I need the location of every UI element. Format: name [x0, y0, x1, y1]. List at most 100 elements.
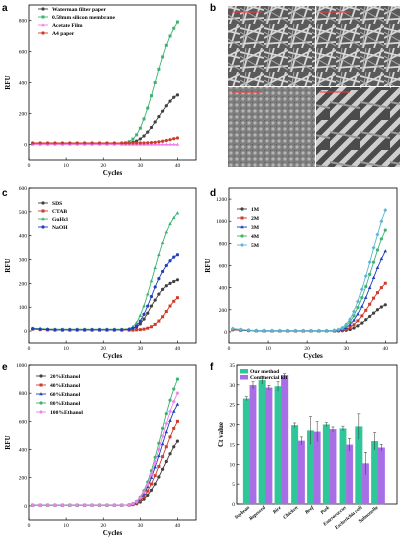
- data-point: [164, 138, 168, 143]
- data-point: [269, 328, 274, 333]
- y-tick-label: 400: [19, 234, 28, 240]
- data-point: [168, 34, 172, 38]
- data-point: [146, 130, 150, 134]
- x-tick-label: 30: [138, 523, 144, 529]
- y-tick-label: 1200: [216, 197, 227, 203]
- data-point: [356, 305, 360, 310]
- x-tick-label: 20: [100, 523, 106, 529]
- data-point: [246, 328, 251, 333]
- data-point: [172, 426, 176, 430]
- data-point: [175, 278, 180, 282]
- data-point: [153, 81, 157, 84]
- y-tick-label: 30: [230, 383, 236, 389]
- data-point: [364, 308, 368, 312]
- data-point: [142, 490, 147, 495]
- data-point: [352, 326, 356, 330]
- data-point: [168, 409, 173, 414]
- x-tick-label: 40: [383, 346, 389, 352]
- legend-label: 1M: [251, 207, 260, 213]
- series-line: [32, 137, 178, 144]
- bar: [329, 429, 337, 505]
- legend-label: CTAB: [52, 209, 67, 215]
- legend-label: 20%Ethanol: [50, 374, 81, 380]
- data-point: [383, 249, 388, 253]
- y-axis-title: RFU: [204, 258, 212, 272]
- data-point: [149, 488, 154, 493]
- data-point: [146, 489, 150, 493]
- data-point: [383, 208, 388, 213]
- data-point: [153, 465, 157, 469]
- data-point: [142, 497, 146, 501]
- data-point: [172, 387, 176, 391]
- panel-label-f: f: [210, 362, 214, 373]
- data-point: [157, 441, 161, 445]
- data-point: [161, 467, 165, 471]
- series-line: [32, 378, 178, 506]
- data-point: [352, 318, 356, 322]
- series-line: [232, 250, 386, 332]
- data-point: [146, 311, 150, 315]
- data-point: [142, 134, 146, 138]
- data-point: [172, 255, 176, 259]
- data-point: [171, 409, 176, 413]
- data-point: [68, 328, 72, 332]
- legend-marker: [41, 7, 45, 11]
- legend-label: 40%Ethanol: [50, 383, 81, 389]
- data-point: [348, 326, 352, 329]
- x-tick-label: 0: [228, 346, 231, 352]
- data-point: [352, 309, 357, 314]
- series-line: [232, 304, 386, 332]
- data-point: [157, 67, 161, 71]
- y-tick-label: 400: [219, 286, 228, 292]
- data-point: [131, 326, 135, 330]
- data-point: [348, 320, 352, 324]
- data-point: [120, 328, 124, 332]
- data-point: [53, 141, 57, 145]
- legend-label: 60%Ethanol: [50, 392, 81, 398]
- data-point: [120, 141, 124, 145]
- data-point: [316, 328, 321, 333]
- data-point: [172, 26, 176, 30]
- data-point: [146, 493, 150, 497]
- data-point: [168, 221, 172, 226]
- x-tick-label: 0: [28, 163, 31, 169]
- data-point: [153, 142, 157, 146]
- data-point: [363, 274, 368, 279]
- data-point: [379, 286, 383, 290]
- y-tick-label: 0: [24, 143, 27, 149]
- data-point: [134, 499, 139, 504]
- data-point: [285, 328, 290, 333]
- bar: [346, 444, 354, 505]
- data-point: [83, 328, 87, 332]
- data-point: [175, 402, 180, 406]
- panel-label-d: d: [210, 188, 216, 199]
- data-point: [301, 328, 306, 333]
- data-point: [332, 328, 337, 333]
- data-point: [123, 141, 128, 145]
- data-point: [348, 322, 352, 327]
- data-point: [168, 259, 172, 263]
- x-tick-label: 40: [175, 523, 181, 529]
- legend-label: 2M: [251, 216, 260, 222]
- x-tick-label: 10: [63, 163, 69, 169]
- data-point: [171, 142, 176, 146]
- data-point: [164, 430, 169, 434]
- x-tick-label: 0: [28, 346, 31, 352]
- data-point: [157, 142, 161, 146]
- data-point: [31, 327, 35, 331]
- data-point: [383, 303, 387, 307]
- data-point: [153, 265, 157, 270]
- data-point: [161, 287, 165, 291]
- data-point: [164, 459, 168, 464]
- data-point: [146, 304, 150, 308]
- x-tick-label: 20: [100, 163, 106, 169]
- data-point: [138, 126, 142, 130]
- data-point: [160, 442, 165, 446]
- data-point: [262, 328, 267, 333]
- data-point: [375, 248, 380, 252]
- y-tick-label: 200: [19, 112, 28, 118]
- data-point: [161, 455, 165, 459]
- data-point: [153, 482, 157, 486]
- data-point: [168, 99, 172, 103]
- data-point: [60, 141, 64, 145]
